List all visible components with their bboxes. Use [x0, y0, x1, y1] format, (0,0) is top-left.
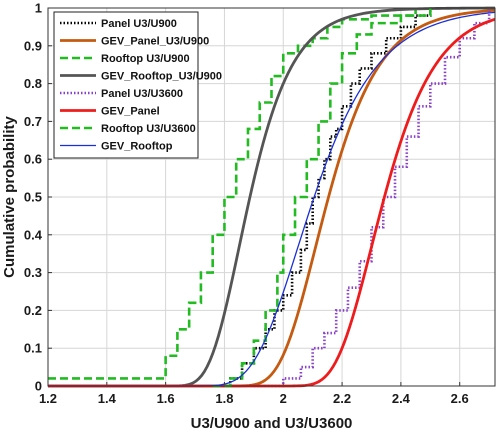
y-tick-label: 0.8: [24, 76, 42, 91]
x-tick-label: 1.8: [215, 391, 233, 406]
y-tick-label: 0.9: [24, 38, 42, 53]
x-axis-label: U3/U900 and U3/U3600: [191, 415, 353, 432]
legend: Panel U3/U900 GEV_Panel_U3/U900 Rooftop U3…: [53, 11, 222, 159]
x-tick-label: 1.6: [157, 391, 175, 406]
y-tick-label: 0.4: [24, 227, 43, 242]
legend-label: Rooftop U3/U3600: [101, 123, 196, 135]
y-tick-label: 0: [35, 379, 42, 394]
legend-label: Panel U3/U3600: [101, 88, 183, 100]
y-tick-label: 1: [35, 1, 42, 16]
x-tick-label: 2.2: [333, 391, 351, 406]
tick-labels: 1.2 1.4 1.6 1.8 2 2.2 2.4 2.6 0 0.1 0.2 0.3 0.4 0.5 0.…: [24, 1, 469, 407]
x-tick-label: 2: [280, 391, 287, 406]
y-tick-label: 0.2: [24, 303, 42, 318]
x-tick-label: 2.6: [451, 391, 469, 406]
legend-label: Rooftop U3/U900: [101, 53, 190, 65]
y-tick-label: 0.7: [24, 114, 42, 129]
legend-label: GEV_Rooftop: [101, 141, 173, 153]
legend-label: GEV_Rooftop_U3/U900: [101, 71, 222, 83]
legend-label: GEV_Panel_U3/U900: [101, 36, 209, 48]
y-tick-label: 0.6: [24, 152, 42, 167]
legend-label: GEV_Panel: [101, 106, 160, 118]
x-tick-label: 1.2: [39, 391, 57, 406]
y-tick-label: 0.5: [24, 190, 42, 205]
series-rooftop-u3-u900: [48, 8, 417, 380]
y-tick-label: 0.1: [24, 341, 42, 356]
series-panel-u3-u3600: [253, 8, 491, 388]
x-tick-label: 2.4: [392, 391, 411, 406]
series-rooftop-u3-u3600: [212, 8, 432, 388]
plot-frame: [47, 7, 496, 387]
series-panel-u3-u900: [212, 8, 432, 388]
legend-label: Panel U3/U900: [101, 18, 177, 30]
y-tick-label: 0.3: [24, 265, 42, 280]
legend-box: [53, 11, 199, 159]
x-tick-label: 1.4: [98, 391, 117, 406]
y-axis-label: Cumulative probability: [1, 116, 18, 278]
